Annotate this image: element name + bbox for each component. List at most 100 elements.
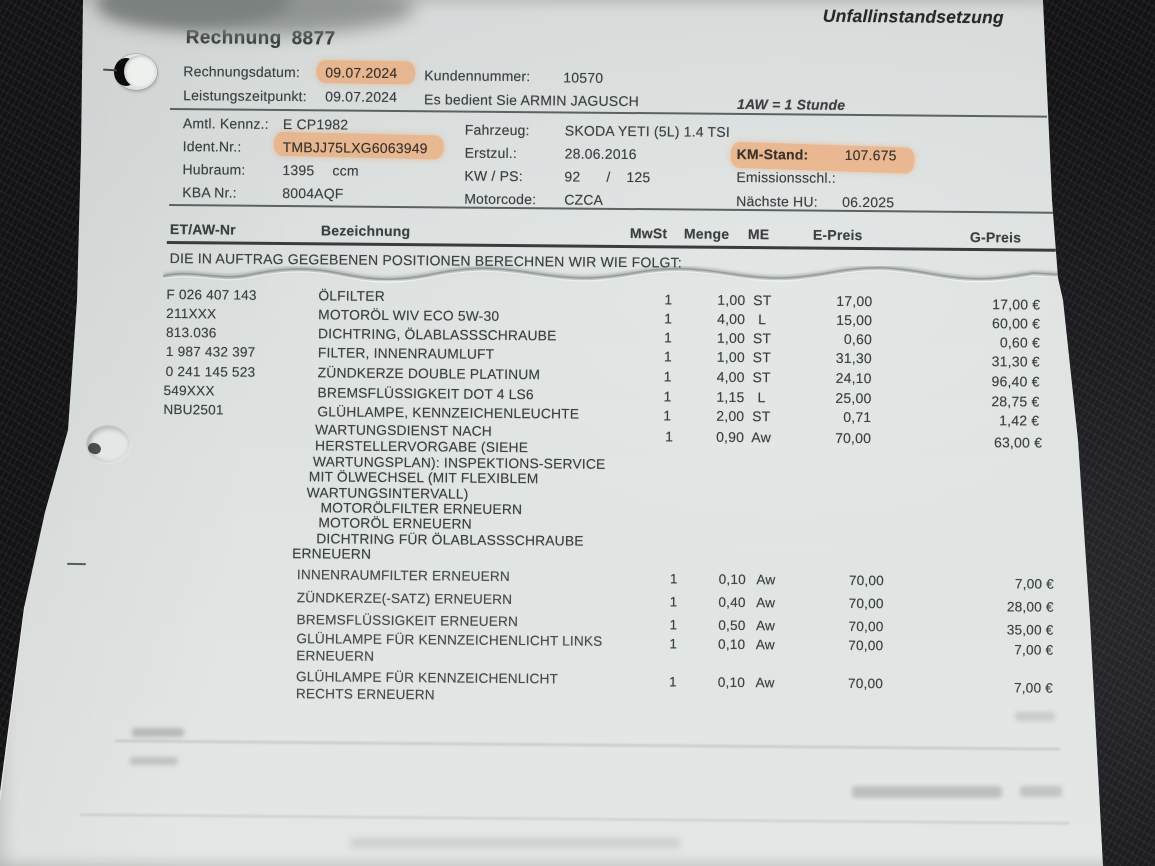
cell-menge: 1,15 — [716, 388, 745, 406]
hu-value: 06.2025 — [842, 193, 895, 211]
cell-desc-line: GLÜHLAMPE FÜR KENNZEICHENLICHT LINKS — [296, 631, 603, 649]
cell-desc-line: RECHTS ERNEUERN — [295, 686, 435, 703]
col-header-epreis: E-Preis — [812, 226, 863, 244]
cell-gpreis: 7,00 € — [1014, 576, 1054, 592]
cell-epreis: 70,00 — [848, 595, 884, 612]
hubraum-value: 1395 — [282, 161, 315, 179]
cell-me: L — [758, 311, 767, 328]
ident-value: TMBJJ75LXG6063949 — [282, 138, 428, 157]
fahrzeug-value: SKODA YETI (5L) 1.4 TSI — [564, 122, 731, 140]
motorcode-label: Motorcode: — [464, 190, 537, 208]
cell-desc: GLÜHLAMPE, KENNZEICHENLEUCHTE — [317, 404, 580, 422]
cell-me: Aw — [756, 572, 776, 588]
divider — [169, 203, 1054, 214]
cell-gpreis: 28,75 € — [991, 393, 1040, 410]
cell-desc-line: GLÜHLAMPE FÜR KENNZEICHENLICHT — [295, 669, 559, 687]
col-header-me: ME — [747, 226, 770, 243]
cell-mwst: 1 — [669, 617, 678, 633]
cell-menge: 0,10 — [718, 571, 746, 588]
cell-gpreis: 7,00 € — [1013, 680, 1054, 696]
cell-desc: ZÜNDKERZE DOUBLE PLATINUM — [317, 365, 541, 383]
km-value: 107.675 — [844, 146, 897, 164]
cell-desc: ZÜNDKERZE(-SATZ) ERNEUERN — [296, 590, 513, 608]
served-by-text: Es bedient Sie ARMIN JAGUSCH — [424, 91, 640, 110]
emission-label: Emissionsschl.: — [736, 168, 836, 186]
cell-epreis: 24,10 — [835, 369, 872, 387]
cell-me: L — [757, 389, 766, 406]
cell-desc-line: MOTORÖLFILTER ERNEUERN — [320, 500, 523, 518]
bleed-through-text — [132, 728, 184, 737]
col-header-menge: Menge — [683, 225, 730, 242]
hubraum-label: Hubraum: — [182, 161, 246, 178]
cell-menge: 0,10 — [718, 636, 746, 653]
cell-desc: FILTER, INNENRAUMLUFT — [317, 345, 495, 362]
ps-value: 125 — [626, 168, 651, 186]
cell-desc: ÖLFILTER — [318, 288, 385, 304]
cell-mwst: 1 — [669, 571, 678, 587]
cell-desc-line: MOTORÖL ERNEUERN — [318, 515, 472, 532]
kwps-label: KW / PS: — [464, 167, 523, 185]
cell-epreis: 70,00 — [835, 429, 872, 447]
cell-me: ST — [752, 330, 772, 347]
invoice-date-label: Rechnungsdatum: — [183, 63, 301, 81]
cell-epreis: 15,00 — [836, 311, 873, 329]
cell-epreis: 70,00 — [848, 618, 884, 635]
cell-desc-line: ERNEUERN — [296, 648, 375, 664]
cell-me: Aw — [755, 618, 776, 634]
bleed-through-total-value — [1020, 786, 1062, 797]
cell-mwst: 1 — [663, 407, 672, 424]
km-label: KM-Stand: — [736, 145, 809, 163]
hubraum-unit: ccm — [332, 162, 359, 179]
cell-epreis: 17,00 — [836, 292, 873, 310]
service-date-value: 09.07.2024 — [325, 88, 398, 105]
hu-label: Nächste HU: — [736, 192, 818, 210]
cell-me: Aw — [755, 675, 775, 691]
cell-menge: 1,00 — [716, 329, 746, 347]
cell-desc: INNENRAUMFILTER ERNEUERN — [296, 567, 511, 584]
cell-mwst: 1 — [663, 388, 672, 405]
cell-me: ST — [752, 369, 771, 386]
cell-me: Aw — [755, 637, 775, 653]
kw-value: 92 — [564, 168, 581, 185]
bleed-through-text — [1015, 712, 1055, 721]
divider-thick — [166, 240, 1056, 252]
cell-desc-line: ERNEUERN — [292, 546, 372, 562]
bleed-through-total-text — [852, 786, 1002, 798]
bleed-through-text — [130, 757, 178, 765]
kennz-value: E CP1982 — [282, 115, 349, 133]
cell-desc: BREMSFLÜSSIGKEIT DOT 4 LS6 — [317, 385, 534, 403]
cell-desc: BREMSFLÜSSIGKEIT ERNEUERN — [296, 612, 519, 630]
cell-gpreis: 1,42 € — [999, 412, 1040, 429]
cell-epreis: 70,00 — [848, 572, 884, 589]
cell-desc: DICHTRING, ÖLABLASSSCHRAUBE — [317, 326, 557, 344]
invoice-date-value: 09.07.2024 — [325, 64, 398, 81]
col-header-desc: Bezeichnung — [320, 222, 411, 240]
kennz-label: Amtl. Kennz.: — [182, 115, 269, 132]
cell-et: NBU2501 — [163, 401, 224, 418]
cell-et: 1 987 432 397 — [165, 343, 256, 360]
cell-me: ST — [752, 408, 771, 425]
cell-desc-line: WARTUNGSDIENST NACH — [315, 422, 493, 439]
customer-number-value: 10570 — [563, 69, 604, 86]
cell-et: 0 241 145 523 — [165, 363, 256, 380]
cell-gpreis: 31,30 € — [991, 353, 1040, 370]
erstzul-label: Erstzul.: — [464, 144, 518, 162]
cell-gpreis: 63,00 € — [993, 434, 1043, 451]
cell-et: 813.036 — [165, 324, 217, 341]
cell-mwst: 1 — [669, 594, 678, 610]
cell-menge: 0,40 — [718, 594, 746, 611]
cell-et: F 026 407 143 — [166, 286, 257, 303]
cell-epreis: 70,00 — [848, 637, 884, 654]
cell-me: Aw — [751, 429, 772, 446]
cell-mwst: 1 — [664, 310, 673, 327]
cell-epreis: 0,71 — [843, 408, 872, 426]
cell-et: 211XXX — [166, 305, 217, 322]
cell-et: 549XXX — [163, 382, 215, 399]
cell-mwst: 1 — [669, 636, 678, 652]
punch-hole-top — [114, 54, 157, 90]
service-date-label: Leistungszeitpunkt: — [183, 87, 307, 105]
kba-value: 8004AQF — [282, 184, 344, 202]
col-header-mwst: MwSt — [629, 225, 668, 242]
cell-me: Aw — [756, 595, 776, 611]
